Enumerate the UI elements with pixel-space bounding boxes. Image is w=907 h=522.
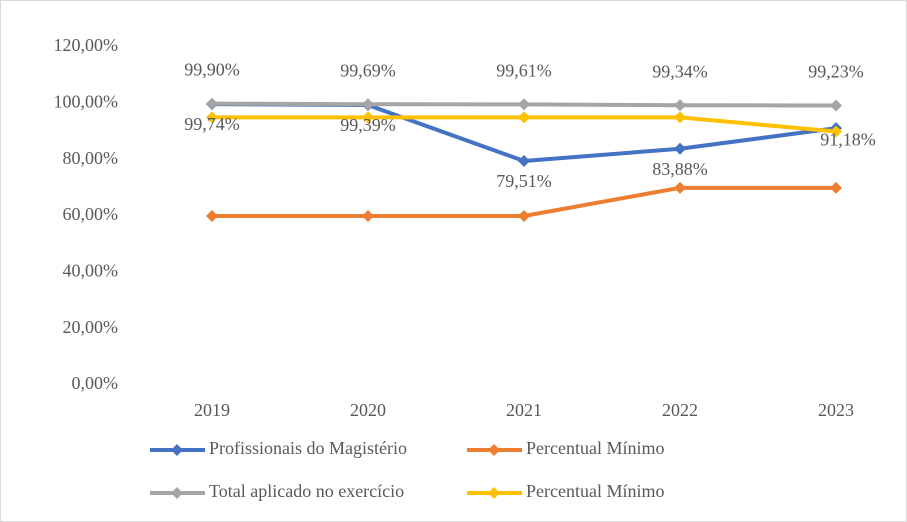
data-label: 99,34% xyxy=(652,61,708,81)
data-label: 99,74% xyxy=(184,114,240,134)
data-label: 99,90% xyxy=(184,60,240,80)
point-marker xyxy=(518,155,530,168)
point-marker xyxy=(518,111,530,124)
point-marker xyxy=(206,97,218,110)
point-marker xyxy=(674,181,686,194)
data-label: 79,51% xyxy=(496,171,552,191)
point-marker xyxy=(206,210,218,222)
y-tick-label: 100,00% xyxy=(54,91,119,111)
y-tick-label: 20,00% xyxy=(63,317,119,337)
x-tick-label: 2022 xyxy=(662,400,698,420)
legend-label: Total aplicado no exercício xyxy=(209,481,404,501)
y-tick-label: 60,00% xyxy=(63,204,119,224)
point-marker xyxy=(518,210,530,222)
point-marker xyxy=(830,125,842,138)
point-marker xyxy=(830,181,842,194)
x-tick-label: 2020 xyxy=(350,400,386,420)
data-label: 99,39% xyxy=(340,115,396,135)
x-tick-label: 2019 xyxy=(194,400,230,420)
legend-marker xyxy=(171,444,183,456)
data-label: 83,88% xyxy=(652,159,708,179)
point-marker xyxy=(830,99,842,112)
point-marker xyxy=(362,210,374,222)
point-marker xyxy=(518,98,530,111)
y-tick-label: 40,00% xyxy=(63,260,119,280)
point-marker xyxy=(206,111,218,124)
legend-marker xyxy=(171,487,183,499)
legend-label: Percentual Mínimo xyxy=(526,481,664,501)
data-label: 91,18% xyxy=(820,129,876,149)
y-tick-label: 120,00% xyxy=(54,35,119,55)
data-label: 99,69% xyxy=(340,60,396,80)
y-tick-label: 80,00% xyxy=(63,148,119,168)
x-tick-label: 2021 xyxy=(506,400,542,420)
point-marker xyxy=(674,99,686,112)
data-label: 99,61% xyxy=(496,61,552,81)
x-tick-label: 2023 xyxy=(818,400,854,420)
point-marker xyxy=(362,98,374,111)
point-marker xyxy=(362,111,374,124)
point-marker xyxy=(674,111,686,124)
legend-label: Percentual Mínimo xyxy=(526,438,664,458)
data-label: 99,23% xyxy=(808,62,864,82)
legend-label: Profissionais do Magistério xyxy=(209,438,407,458)
legend-marker xyxy=(488,444,500,456)
legend-marker xyxy=(488,487,500,499)
y-tick-label: 0,00% xyxy=(72,373,119,393)
point-marker xyxy=(674,142,686,155)
